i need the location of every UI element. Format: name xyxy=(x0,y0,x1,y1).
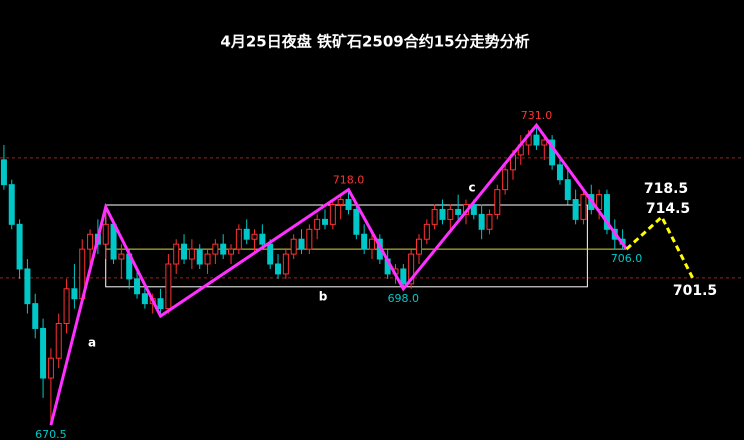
candle-body xyxy=(63,288,70,324)
candle-body xyxy=(533,134,540,146)
candle-body xyxy=(447,208,454,220)
candle-body xyxy=(71,288,78,300)
candle-body xyxy=(298,238,305,250)
candle-body xyxy=(282,253,289,275)
zigzag-line xyxy=(49,122,628,426)
candle-body xyxy=(165,263,172,310)
candle-body xyxy=(55,322,62,359)
candle-body xyxy=(235,228,242,250)
candle-body xyxy=(541,139,548,146)
candle-body xyxy=(314,218,321,230)
candle-body xyxy=(502,169,509,191)
candle-body xyxy=(361,233,368,250)
candle-body xyxy=(455,208,462,215)
candle-body xyxy=(173,243,180,265)
candle-body xyxy=(118,253,125,260)
candle-body xyxy=(572,199,579,220)
candle-body xyxy=(188,248,195,260)
value-label: 670.5 xyxy=(35,428,67,440)
candle-body xyxy=(267,243,274,265)
candle-body xyxy=(40,327,47,379)
target-label: 718.5 xyxy=(644,181,688,197)
candle-body xyxy=(353,208,360,235)
candle-body xyxy=(415,238,422,255)
value-label: 698.0 xyxy=(388,292,420,305)
candle-body xyxy=(494,189,501,215)
candle-body xyxy=(275,263,282,275)
candle-body xyxy=(196,248,203,265)
candle-body xyxy=(32,303,39,329)
candle-body xyxy=(423,223,430,240)
candle-body xyxy=(564,179,571,201)
value-label: 706.0 xyxy=(611,252,643,265)
candle-body xyxy=(322,218,329,225)
candle-body xyxy=(212,243,219,255)
candle-body xyxy=(369,238,375,250)
candle-body xyxy=(204,253,211,265)
candle-body xyxy=(259,233,266,245)
value-label: 731.0 xyxy=(521,109,553,122)
candle-body xyxy=(439,208,446,220)
candle-body xyxy=(8,184,15,225)
candle-body xyxy=(306,228,313,250)
candle-body xyxy=(181,243,188,260)
candle-body xyxy=(556,164,563,181)
candle-body xyxy=(157,298,164,310)
candle-body xyxy=(431,208,438,225)
candle-body xyxy=(220,243,227,255)
candle-body xyxy=(408,253,415,285)
candle-body xyxy=(400,268,407,285)
candle-body xyxy=(228,248,235,255)
candle-body xyxy=(251,233,258,240)
value-label: 718.0 xyxy=(333,174,365,187)
candle-body xyxy=(134,278,141,295)
candle-body xyxy=(87,233,94,250)
wave-label: b xyxy=(319,290,328,304)
projection-line xyxy=(625,214,695,280)
candle-body xyxy=(580,194,587,220)
candle-body xyxy=(345,199,352,210)
candle-body xyxy=(141,293,148,305)
target-label: 714.5 xyxy=(646,201,690,217)
candle-body xyxy=(486,213,493,230)
candle-body xyxy=(110,223,117,260)
candle-body xyxy=(329,204,336,225)
candle-body xyxy=(0,159,7,186)
candle-body xyxy=(603,194,610,230)
candle-body xyxy=(243,228,250,240)
candle-body xyxy=(478,213,485,230)
candle-body xyxy=(16,223,23,270)
chart-title: 4月25日夜盘 铁矿石2509合约15分走势分析 xyxy=(220,33,529,51)
candle-body xyxy=(24,268,31,305)
wave-label: c xyxy=(468,181,475,195)
wave-label: a xyxy=(88,336,96,350)
candle-body xyxy=(337,199,344,206)
candle-body xyxy=(102,223,109,245)
candle-body xyxy=(47,357,54,379)
target-label: 701.5 xyxy=(673,283,717,299)
candle-body xyxy=(290,238,297,255)
